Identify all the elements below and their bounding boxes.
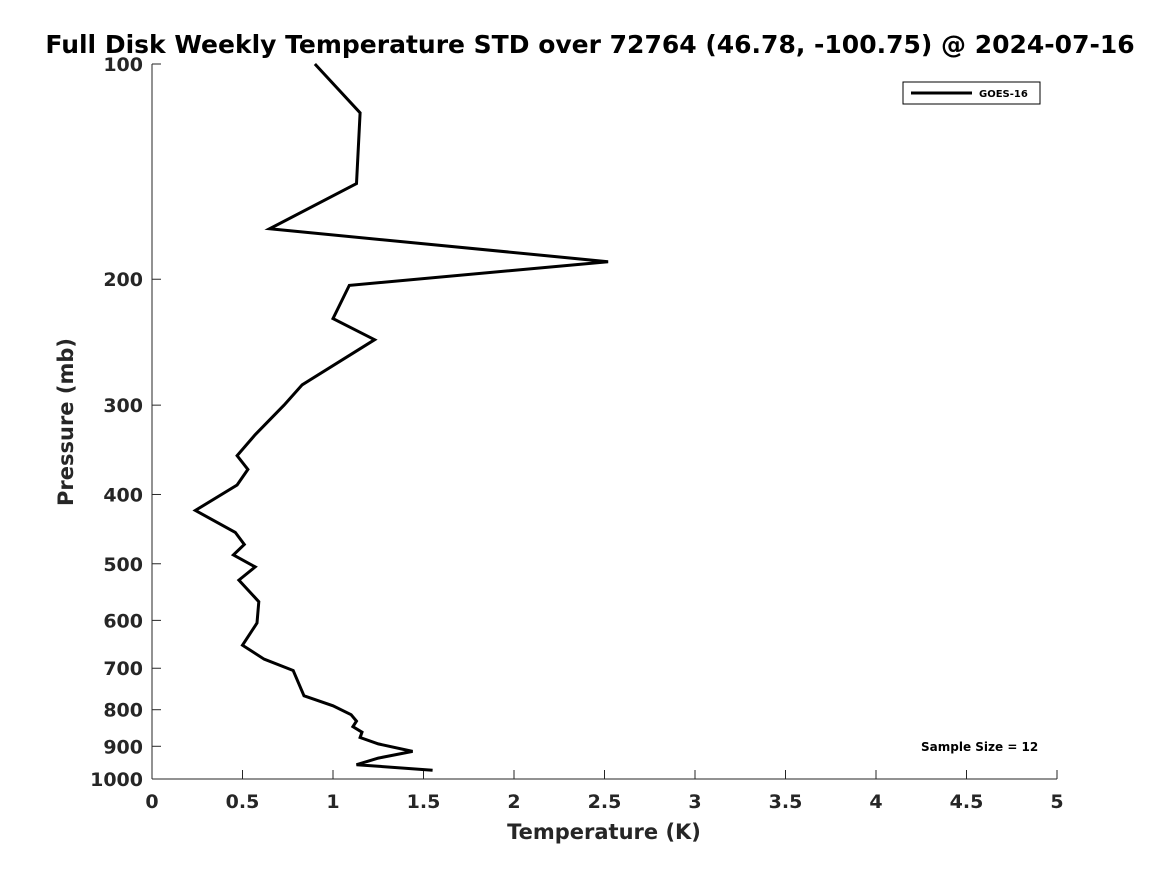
y-tick-label: 800 (103, 700, 143, 722)
y-tick-label: 200 (103, 269, 143, 291)
chart-title: Full Disk Weekly Temperature STD over 72… (45, 30, 1134, 59)
series-layer (192, 62, 609, 772)
x-tick-label: 2 (507, 791, 520, 813)
plot-axes: 0 0.5 1 1.5 2 2.5 3 3.5 4 4.5 5 100 200 300 400 500 600 7… (90, 54, 1064, 813)
sample-size-annotation: Sample Size = 12 (921, 740, 1038, 754)
x-tick-label: 0 (145, 791, 158, 813)
legend-label-goes-16: GOES-16 (979, 89, 1028, 100)
x-tick-label: 0.5 (226, 791, 260, 813)
y-tick-label: 600 (103, 610, 143, 632)
x-tick-label: 2.5 (588, 791, 622, 813)
x-tick-label: 1 (326, 791, 339, 813)
y-tick-label: 700 (103, 658, 143, 680)
y-tick-label: 300 (103, 395, 143, 417)
y-tick-label: 100 (103, 54, 143, 76)
y-tick-label: 400 (103, 484, 143, 506)
series-line-goes-16 (192, 62, 609, 772)
x-tick-label: 5 (1050, 791, 1063, 813)
x-axis-label: Temperature (K) (507, 820, 701, 844)
x-tick-label: 1.5 (407, 791, 441, 813)
x-tick-label: 4 (869, 791, 882, 813)
x-tick-label: 3 (688, 791, 701, 813)
x-tick-label: 4.5 (950, 791, 984, 813)
x-tick-label: 3.5 (769, 791, 803, 813)
y-tick-label: 900 (103, 736, 143, 758)
y-tick-label: 1000 (90, 769, 143, 791)
y-tick-label: 500 (103, 554, 143, 576)
y-axis-label: Pressure (mb) (54, 338, 78, 506)
legend: GOES-16 (902, 81, 1041, 105)
